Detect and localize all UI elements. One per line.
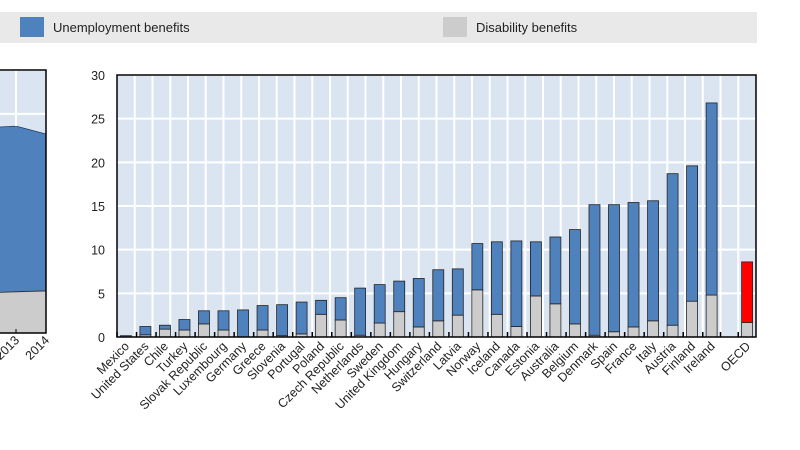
bar-unemployment-australia <box>549 236 562 305</box>
x-tick-label: OECD <box>718 339 753 374</box>
legend-swatch-disability <box>443 17 467 37</box>
bar-unemployment-latvia <box>451 268 464 316</box>
legend-swatch-unemployment <box>20 17 44 37</box>
y-tick-label: 10 <box>91 244 105 258</box>
bar-unemployment-turkey <box>178 319 191 331</box>
bar-unemployment-sweden <box>373 284 386 324</box>
y-tick-label: 25 <box>91 113 105 127</box>
bar-disability-iceland <box>490 313 503 338</box>
bar-disability-switzerland <box>432 320 445 338</box>
bar-disability-oecd <box>741 322 754 338</box>
left-area-disability <box>0 290 47 334</box>
bar-disability-poland <box>315 313 328 338</box>
bar-unemployment-hungary <box>412 278 425 328</box>
bar-unemployment-slovak-republic <box>198 310 210 325</box>
y-tick-label: 5 <box>98 287 105 301</box>
bar-unemployment-italy <box>647 200 659 322</box>
legend-label-disability: Disability benefits <box>476 20 578 35</box>
bar-unemployment-estonia <box>530 241 542 297</box>
left-x-tick-label: 2013 <box>0 333 22 363</box>
bar-disability-ireland <box>705 294 718 338</box>
bar-disability-latvia <box>451 314 464 338</box>
bar-disability-norway <box>471 289 484 338</box>
bar-unemployment-norway <box>471 243 484 291</box>
bar-disability-sweden <box>373 322 386 338</box>
bar-unemployment-france <box>627 202 640 328</box>
bar-disability-greece <box>256 329 269 338</box>
bar-unemployment-slovenia <box>276 304 288 337</box>
bar-disability-france <box>627 326 640 338</box>
bar-unemployment-ireland <box>705 102 718 296</box>
bar-unemployment-finland <box>686 165 698 302</box>
y-tick-label: 0 <box>98 331 105 345</box>
bar-unemployment-austria <box>666 173 679 326</box>
bar-disability-slovak-republic <box>198 323 210 338</box>
bar-unemployment-portugal <box>295 301 308 335</box>
bar-unemployment-canada <box>510 240 523 327</box>
bar-unemployment-poland <box>315 299 328 315</box>
bar-unemployment-belgium <box>569 229 581 325</box>
bar-unemployment-united-states <box>139 326 152 336</box>
bar-disability-spain <box>608 331 620 338</box>
bar-disability-italy <box>647 320 659 338</box>
bar-unemployment-chile <box>159 324 171 330</box>
legend: Unemployment benefits Disability benefit… <box>0 12 757 43</box>
plot-border <box>116 74 757 338</box>
bar-unemployment-denmark <box>588 204 601 336</box>
bar-unemployment-iceland <box>490 241 503 315</box>
bar-unemployment-czech-republic <box>334 297 347 321</box>
y-tick-label: 15 <box>91 200 105 214</box>
bar-unemployment-oecd <box>741 261 754 323</box>
bar-disability-united-kingdom <box>393 311 406 338</box>
bar-unemployment-luxembourg <box>217 310 230 331</box>
left-plot-border <box>0 69 47 334</box>
bar-disability-luxembourg <box>217 329 230 338</box>
bar-disability-austria <box>666 324 679 338</box>
bar-disability-finland <box>686 300 698 338</box>
bar-unemployment-united-kingdom <box>393 280 406 313</box>
bar-unemployment-germany <box>237 309 249 338</box>
bar-unemployment-greece <box>256 305 269 331</box>
bar-disability-turkey <box>178 329 191 338</box>
bar-disability-canada <box>510 326 523 338</box>
legend-label-unemployment: Unemployment benefits <box>53 20 190 35</box>
left-x-tick-label: 2014 <box>23 333 53 363</box>
bar-disability-australia <box>549 303 562 338</box>
y-tick-label: 30 <box>91 69 105 83</box>
bar-unemployment-switzerland <box>432 269 445 322</box>
bar-disability-hungary <box>412 326 425 338</box>
bar-disability-chile <box>159 328 171 338</box>
bar-disability-estonia <box>530 295 542 338</box>
bar-disability-czech-republic <box>334 319 347 338</box>
bar-unemployment-spain <box>608 204 620 333</box>
y-tick-label: 20 <box>91 156 105 170</box>
bar-disability-belgium <box>569 323 581 338</box>
bar-unemployment-netherlands <box>354 287 367 336</box>
left-area-unemployment <box>0 125 47 293</box>
